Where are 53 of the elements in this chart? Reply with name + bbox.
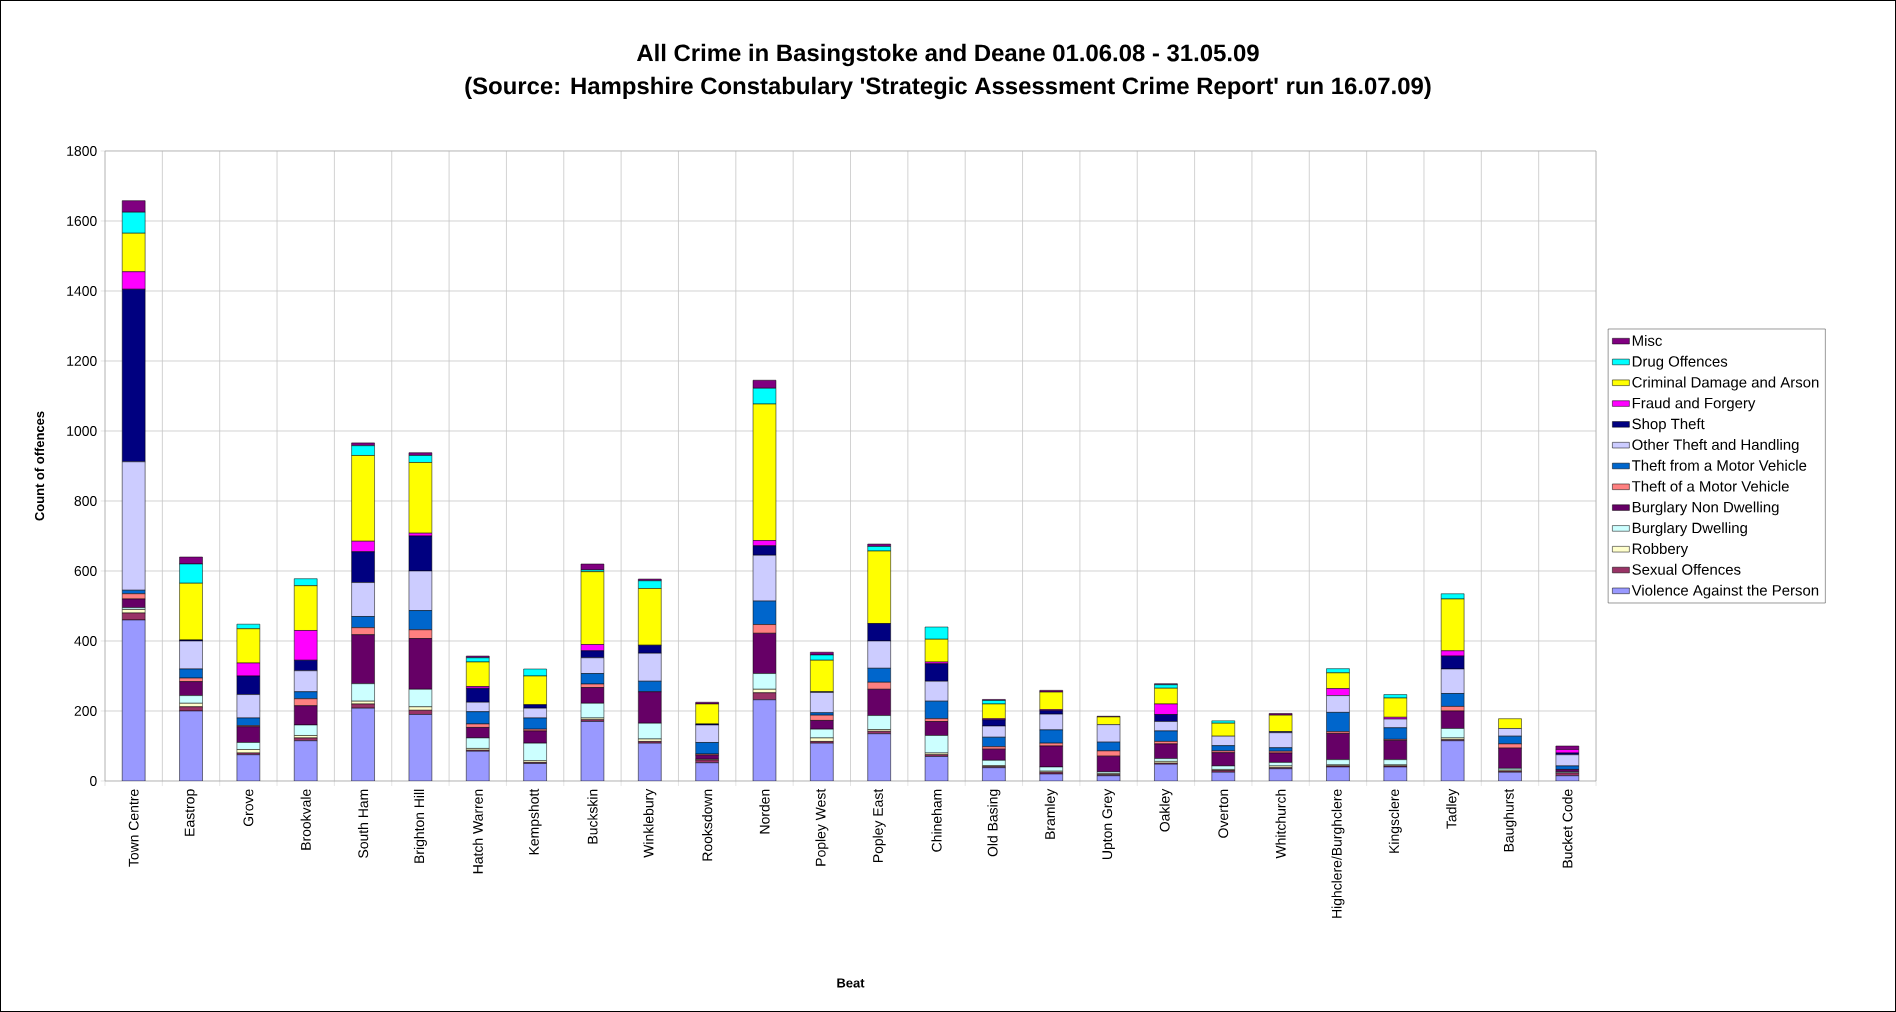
chart-title: All Crime in Basingstoke and Deane 01.06.08 - 31.05.09 <box>636 43 1259 67</box>
chart-subtitle: (Source: Hampshire Constabulary 'Strategic Assessment Crime Report' run 16.07.09) <box>465 76 1431 100</box>
y-tick-label: 0 <box>90 776 97 786</box>
legend-label: Shop Theft <box>1632 418 1705 433</box>
x-tick-label: Rooksdown <box>702 789 713 861</box>
legend-label: Theft from a Motor Vehicle <box>1631 459 1807 471</box>
y-tick-label: 1200 <box>67 356 97 366</box>
x-tick-label: Kingsclere <box>1388 789 1402 853</box>
x-tick-label: South Ham <box>357 789 369 858</box>
x-tick-label: Bucket Code <box>1562 789 1573 868</box>
x-tick-label: Brighton Hill <box>413 789 427 863</box>
x-tick-label: Tadley <box>1446 788 1460 829</box>
y-tick-label: 1800 <box>67 146 97 156</box>
legend-label: Burglary Non Dwelling <box>1632 501 1779 516</box>
legend-label: Other Theft and Handling <box>1632 439 1799 453</box>
legend-label: Fraud and Forgery <box>1632 397 1756 412</box>
x-tick-label: Buckskin <box>587 789 598 844</box>
legend-label: Theft of a Motor Vehicle <box>1631 480 1789 492</box>
x-axis-title: Beat <box>837 978 865 988</box>
x-tick-label: Grove <box>243 789 254 827</box>
x-tick-label: Eastrop <box>184 789 198 836</box>
y-tick-label: 1000 <box>67 426 97 436</box>
x-tick-label: Kempshott <box>528 788 542 855</box>
x-tick-label: Upton Grey <box>1102 788 1115 860</box>
x-tick-label: Old Basing <box>987 789 1001 857</box>
x-tick-label: Oakley <box>1159 788 1173 832</box>
x-tick-label: Brookvale <box>300 789 311 850</box>
legend-label: Robbery <box>1632 543 1689 557</box>
x-tick-label: Town Centre <box>128 789 139 867</box>
x-tick-label: Whitchurch <box>1275 789 1286 859</box>
x-tick-label: Norden <box>759 789 770 834</box>
legend-label: Criminal Damage and Arson <box>1632 376 1819 391</box>
legend-label: Violence Against the Person <box>1631 584 1819 599</box>
x-tick-label: Popley East <box>872 788 886 863</box>
y-tick-label: 400 <box>74 636 97 646</box>
y-tick-label: 1400 <box>67 286 97 296</box>
y-tick-label: 1600 <box>67 216 97 226</box>
x-tick-label: Overton <box>1218 789 1229 838</box>
x-tick-label: Highclere/Burghclere <box>1331 789 1345 918</box>
x-tick-label: Popley West <box>815 788 829 866</box>
y-tick-label: 200 <box>74 706 97 716</box>
x-tick-label: Winklebury <box>643 788 657 858</box>
y-axis-title: Count of offences <box>34 411 45 521</box>
x-tick-label: Chineham <box>931 789 942 852</box>
legend-label: Sexual Offences <box>1632 563 1741 575</box>
x-tick-label: Bramley <box>1044 788 1058 839</box>
legend-label: Misc <box>1632 334 1662 346</box>
legend-label: Burglary Dwelling <box>1632 522 1747 537</box>
x-tick-label: Baughurst <box>1503 788 1517 852</box>
legend-label: Drug Offences <box>1632 355 1728 370</box>
y-tick-label: 600 <box>74 566 97 576</box>
x-tick-label: Hatch Warren <box>472 789 483 874</box>
y-tick-label: 800 <box>74 496 97 506</box>
